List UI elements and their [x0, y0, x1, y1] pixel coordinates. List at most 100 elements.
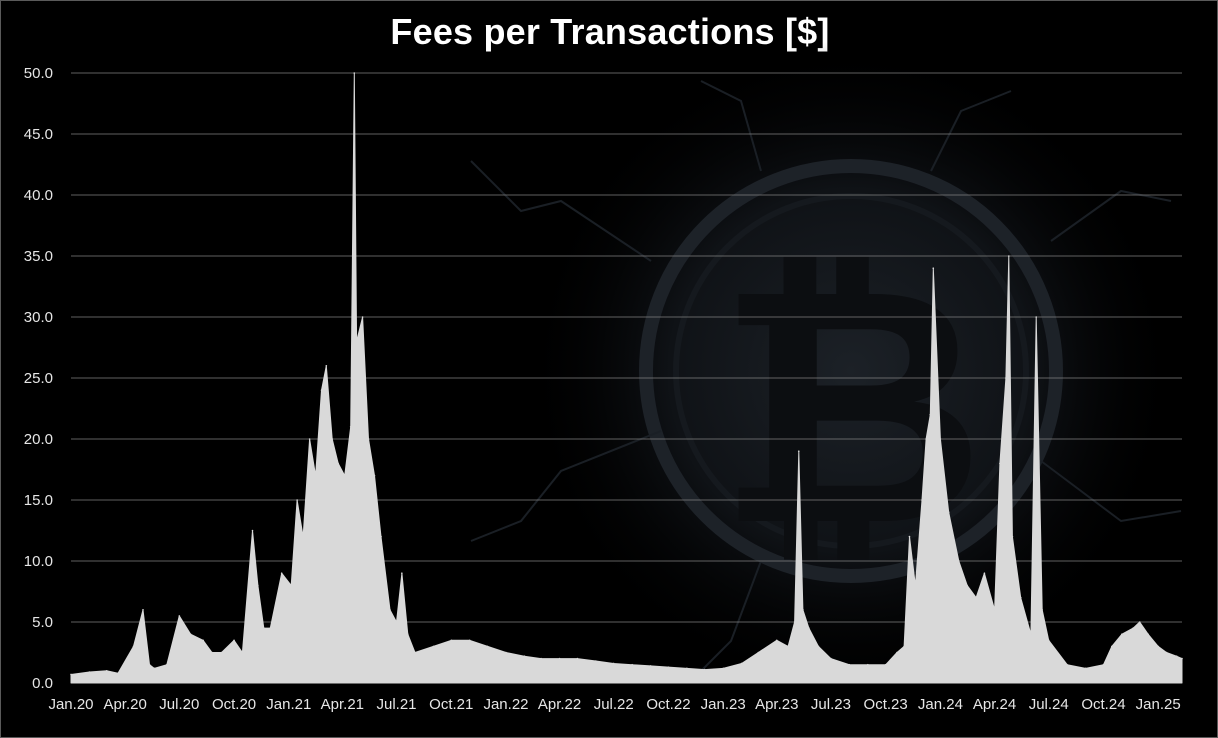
data-point [787, 645, 789, 648]
data-point [1066, 663, 1068, 666]
data-point [337, 462, 339, 465]
data-point [932, 267, 935, 270]
data-point [993, 609, 996, 611]
data-point [999, 462, 1001, 465]
data-point [830, 657, 832, 660]
data-point [361, 316, 364, 318]
data-point [1110, 645, 1113, 648]
data-point [166, 663, 168, 666]
data-point [269, 627, 272, 629]
x-tick-label: Oct.21 [429, 696, 473, 713]
data-point [353, 72, 356, 74]
data-point [722, 667, 724, 670]
data-point [947, 511, 950, 513]
data-point [667, 666, 670, 668]
y-tick-label: 25.0 [24, 370, 53, 387]
y-tick-label: 45.0 [24, 126, 53, 143]
data-point [958, 560, 960, 562]
data-point [802, 609, 804, 611]
y-tick-label: 50.0 [24, 65, 53, 82]
data-point [576, 657, 579, 660]
data-point [703, 668, 706, 671]
x-tick-label: Jan.20 [48, 696, 93, 713]
data-point [88, 671, 91, 673]
x-tick-label: Oct.23 [864, 696, 908, 713]
data-point [925, 438, 927, 440]
x-tick-label: Oct.22 [646, 696, 690, 713]
data-point [302, 535, 304, 538]
data-point [401, 572, 403, 574]
data-point [290, 584, 292, 587]
data-point [70, 673, 72, 676]
data-point [921, 499, 923, 501]
data-point [848, 663, 851, 666]
data-point [1019, 596, 1022, 599]
x-tick-label: Apr.20 [103, 696, 146, 713]
y-tick-label: 10.0 [24, 553, 53, 570]
data-point [211, 651, 213, 654]
data-point [1084, 667, 1087, 670]
data-point [929, 413, 932, 416]
data-point [797, 450, 800, 453]
data-point [757, 651, 760, 654]
data-point [595, 660, 597, 662]
data-point [631, 663, 633, 666]
data-point [1138, 621, 1141, 623]
y-tick-label: 20.0 [24, 431, 53, 448]
data-point [558, 657, 561, 660]
data-point [1030, 633, 1032, 635]
data-area [70, 72, 1183, 684]
data-point [314, 474, 317, 477]
x-tick-label: Jan.23 [701, 696, 746, 713]
data-point [1181, 657, 1183, 660]
data-point [432, 645, 435, 648]
data-point [1165, 651, 1168, 654]
x-tick-label: Apr.21 [321, 696, 364, 713]
data-point [148, 663, 151, 666]
data-point [178, 615, 181, 617]
data-point [320, 389, 323, 392]
background-art: ₿ [470, 41, 1182, 701]
data-point [867, 663, 869, 666]
data-point [233, 639, 235, 642]
x-tick-label: Apr.22 [538, 696, 581, 713]
data-point [132, 645, 135, 648]
data-point [505, 651, 507, 654]
data-point [1011, 535, 1014, 538]
data-point [939, 438, 942, 440]
x-tick-label: Jul.24 [1029, 696, 1069, 713]
data-point [296, 499, 298, 501]
data-point [280, 572, 283, 574]
data-point [117, 672, 119, 675]
data-point [105, 670, 108, 672]
x-tick-label: Jan.21 [266, 696, 311, 713]
data-point [612, 662, 615, 665]
data-point [241, 651, 244, 654]
data-point [367, 438, 370, 440]
data-point [331, 438, 334, 440]
data-point [1041, 609, 1043, 611]
data-point [373, 474, 376, 477]
data-point [1102, 663, 1105, 666]
data-point [407, 633, 409, 635]
data-point [450, 639, 453, 642]
data-point [263, 627, 265, 629]
x-tick-label: Apr.23 [755, 696, 798, 713]
data-point [740, 662, 743, 665]
data-point [1121, 633, 1123, 635]
data-point [966, 584, 968, 587]
x-tick-label: Jul.20 [159, 696, 199, 713]
y-tick-label: 30.0 [24, 309, 53, 326]
data-point [355, 340, 358, 343]
data-point [343, 474, 346, 477]
data-point [142, 609, 144, 611]
data-point [349, 426, 352, 428]
x-tick-label: Jan.24 [918, 696, 963, 713]
data-point [908, 535, 911, 538]
series-area [70, 72, 1183, 684]
data-point [884, 663, 887, 666]
y-tick-label: 0.0 [32, 675, 53, 692]
data-point [649, 665, 652, 667]
x-tick-label: Jul.21 [376, 696, 416, 713]
